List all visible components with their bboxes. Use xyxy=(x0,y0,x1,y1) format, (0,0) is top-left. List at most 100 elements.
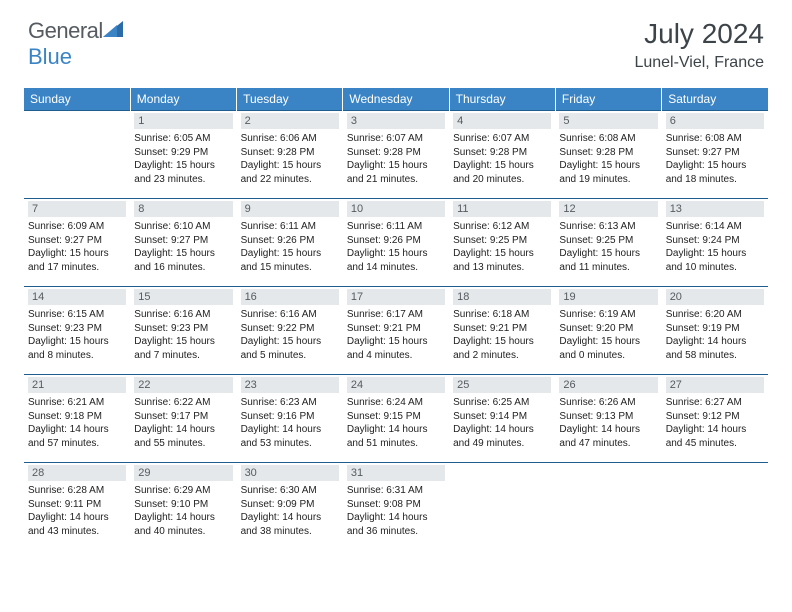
day-info-line: and 14 minutes. xyxy=(347,261,445,275)
calendar-week-row: 21Sunrise: 6:21 AMSunset: 9:18 PMDayligh… xyxy=(24,375,768,463)
day-info-line: Sunset: 9:28 PM xyxy=(453,146,551,160)
day-info-line: and 4 minutes. xyxy=(347,349,445,363)
calendar-cell xyxy=(24,111,130,199)
calendar-cell: 15Sunrise: 6:16 AMSunset: 9:23 PMDayligh… xyxy=(130,287,236,375)
weekday-header: Tuesday xyxy=(237,88,343,111)
day-info-line: Daylight: 15 hours xyxy=(134,247,232,261)
calendar-cell: 20Sunrise: 6:20 AMSunset: 9:19 PMDayligh… xyxy=(662,287,768,375)
day-info-line: Sunrise: 6:25 AM xyxy=(453,396,551,410)
day-info-line: Sunset: 9:11 PM xyxy=(28,498,126,512)
day-info-line: Daylight: 15 hours xyxy=(559,335,657,349)
day-info-line: Sunrise: 6:20 AM xyxy=(666,308,764,322)
calendar-cell: 7 Sunrise: 6:09 AMSunset: 9:27 PMDaylight… xyxy=(24,199,130,287)
day-info-line: Sunrise: 6:22 AM xyxy=(134,396,232,410)
day-info-line: and 0 minutes. xyxy=(559,349,657,363)
day-info-line: Daylight: 14 hours xyxy=(347,423,445,437)
day-info-line: Sunrise: 6:11 AM xyxy=(241,220,339,234)
day-info-line: Daylight: 14 hours xyxy=(666,335,764,349)
day-info-line: Sunset: 9:27 PM xyxy=(666,146,764,160)
day-info-line: Sunrise: 6:13 AM xyxy=(559,220,657,234)
day-info-line: Sunset: 9:27 PM xyxy=(28,234,126,248)
day-number: 15 xyxy=(134,289,232,305)
calendar-head: Sunday Monday Tuesday Wednesday Thursday… xyxy=(24,88,768,111)
day-number: 6 xyxy=(666,113,764,129)
day-info-line: Sunrise: 6:16 AM xyxy=(241,308,339,322)
day-info-line: Daylight: 14 hours xyxy=(666,423,764,437)
day-info-line: Sunrise: 6:18 AM xyxy=(453,308,551,322)
calendar-table: Sunday Monday Tuesday Wednesday Thursday… xyxy=(24,88,768,551)
day-info-line: Daylight: 15 hours xyxy=(666,159,764,173)
day-number: 2 xyxy=(241,113,339,129)
day-info-line: and 2 minutes. xyxy=(453,349,551,363)
day-info-line: Sunrise: 6:19 AM xyxy=(559,308,657,322)
day-info-line: Daylight: 15 hours xyxy=(453,159,551,173)
calendar-cell: 11Sunrise: 6:12 AMSunset: 9:25 PMDayligh… xyxy=(449,199,555,287)
day-number: 5 xyxy=(559,113,657,129)
day-info-line: Sunset: 9:25 PM xyxy=(559,234,657,248)
day-info-line: Sunset: 9:18 PM xyxy=(28,410,126,424)
calendar-cell xyxy=(662,463,768,551)
day-info-line: Sunrise: 6:28 AM xyxy=(28,484,126,498)
day-info-line: Daylight: 14 hours xyxy=(347,511,445,525)
logo-text-1: General xyxy=(28,18,103,44)
day-number: 17 xyxy=(347,289,445,305)
calendar-cell: 21Sunrise: 6:21 AMSunset: 9:18 PMDayligh… xyxy=(24,375,130,463)
day-info-line: Sunrise: 6:31 AM xyxy=(347,484,445,498)
day-info-line: Sunrise: 6:07 AM xyxy=(453,132,551,146)
calendar-cell: 19Sunrise: 6:19 AMSunset: 9:20 PMDayligh… xyxy=(555,287,661,375)
calendar-cell: 31Sunrise: 6:31 AMSunset: 9:08 PMDayligh… xyxy=(343,463,449,551)
day-info-line: Daylight: 15 hours xyxy=(28,247,126,261)
weekday-header: Sunday xyxy=(24,88,130,111)
logo-triangle-icon xyxy=(103,21,123,42)
day-info-line: Sunset: 9:14 PM xyxy=(453,410,551,424)
day-info-line: and 45 minutes. xyxy=(666,437,764,451)
day-info-line: Sunset: 9:08 PM xyxy=(347,498,445,512)
day-info-line: Sunset: 9:20 PM xyxy=(559,322,657,336)
day-info-line: Sunset: 9:09 PM xyxy=(241,498,339,512)
day-number: 1 xyxy=(134,113,232,129)
day-info-line: Daylight: 15 hours xyxy=(241,335,339,349)
calendar-cell: 5Sunrise: 6:08 AMSunset: 9:28 PMDaylight… xyxy=(555,111,661,199)
calendar-cell: 10Sunrise: 6:11 AMSunset: 9:26 PMDayligh… xyxy=(343,199,449,287)
day-info-line: Sunrise: 6:09 AM xyxy=(28,220,126,234)
day-info-line: Sunrise: 6:16 AM xyxy=(134,308,232,322)
day-info-line: Sunset: 9:28 PM xyxy=(559,146,657,160)
day-info-line: Daylight: 15 hours xyxy=(347,159,445,173)
day-number: 22 xyxy=(134,377,232,393)
day-info-line: Sunset: 9:21 PM xyxy=(453,322,551,336)
day-info-line: Sunrise: 6:15 AM xyxy=(28,308,126,322)
day-info-line: and 53 minutes. xyxy=(241,437,339,451)
day-info-line: Sunset: 9:19 PM xyxy=(666,322,764,336)
day-info-line: Sunset: 9:28 PM xyxy=(241,146,339,160)
day-info-line: Sunrise: 6:24 AM xyxy=(347,396,445,410)
day-info-line: Daylight: 15 hours xyxy=(134,159,232,173)
calendar-cell: 2Sunrise: 6:06 AMSunset: 9:28 PMDaylight… xyxy=(237,111,343,199)
logo: General xyxy=(28,18,127,44)
day-info-line: Sunrise: 6:06 AM xyxy=(241,132,339,146)
day-info-line: Sunrise: 6:10 AM xyxy=(134,220,232,234)
calendar-cell: 24Sunrise: 6:24 AMSunset: 9:15 PMDayligh… xyxy=(343,375,449,463)
day-info-line: Daylight: 14 hours xyxy=(28,423,126,437)
day-number: 7 xyxy=(28,201,126,217)
day-info-line: Sunrise: 6:05 AM xyxy=(134,132,232,146)
day-info-line: Sunset: 9:25 PM xyxy=(453,234,551,248)
calendar-cell: 4Sunrise: 6:07 AMSunset: 9:28 PMDaylight… xyxy=(449,111,555,199)
day-info-line: Sunrise: 6:21 AM xyxy=(28,396,126,410)
calendar-cell: 13Sunrise: 6:14 AMSunset: 9:24 PMDayligh… xyxy=(662,199,768,287)
calendar-cell: 22Sunrise: 6:22 AMSunset: 9:17 PMDayligh… xyxy=(130,375,236,463)
day-info-line: Sunset: 9:28 PM xyxy=(347,146,445,160)
calendar-cell xyxy=(449,463,555,551)
calendar-cell: 17Sunrise: 6:17 AMSunset: 9:21 PMDayligh… xyxy=(343,287,449,375)
day-info-line: Sunrise: 6:11 AM xyxy=(347,220,445,234)
day-info-line: Sunrise: 6:23 AM xyxy=(241,396,339,410)
day-number: 9 xyxy=(241,201,339,217)
day-info-line: Sunset: 9:26 PM xyxy=(241,234,339,248)
calendar-cell: 25Sunrise: 6:25 AMSunset: 9:14 PMDayligh… xyxy=(449,375,555,463)
day-info-line: Daylight: 15 hours xyxy=(559,247,657,261)
day-number: 3 xyxy=(347,113,445,129)
day-info-line: Daylight: 14 hours xyxy=(241,423,339,437)
day-number: 28 xyxy=(28,465,126,481)
day-info-line: and 51 minutes. xyxy=(347,437,445,451)
day-info-line: and 18 minutes. xyxy=(666,173,764,187)
calendar-week-row: 1Sunrise: 6:05 AMSunset: 9:29 PMDaylight… xyxy=(24,111,768,199)
